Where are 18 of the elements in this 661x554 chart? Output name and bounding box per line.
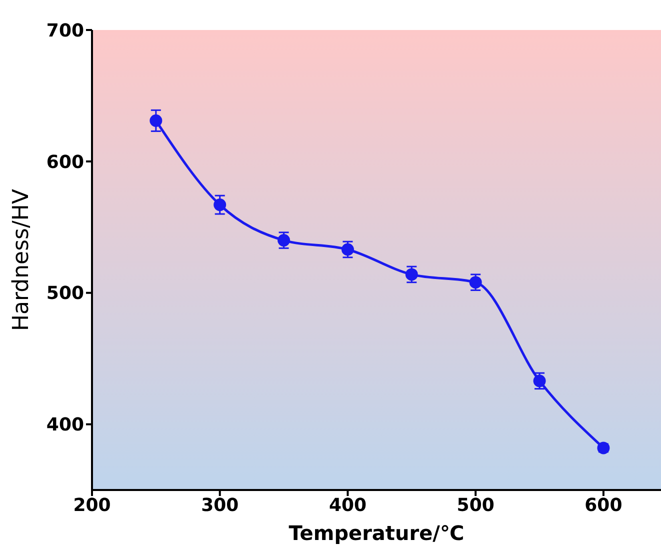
y-tick-label: 400 (46, 414, 84, 436)
x-tick-label: 500 (456, 494, 494, 516)
point (341, 243, 354, 256)
x-tick-label: 200 (73, 494, 111, 516)
point (278, 234, 290, 247)
point (405, 268, 418, 281)
point (533, 374, 546, 388)
y-tick-label: 700 (46, 20, 84, 42)
x-axis-title: Temperature/℃ (288, 521, 464, 545)
y-tick-label: 500 (46, 283, 84, 304)
x-tick-label: 600 (584, 494, 622, 516)
point (214, 198, 226, 212)
y-axis-title: Hardness/HV (8, 188, 34, 332)
y-tick-label: 600 (46, 152, 84, 173)
x-tick-label: 400 (328, 494, 367, 516)
point (150, 114, 162, 127)
point (469, 276, 482, 289)
x-tick-label: 300 (201, 494, 239, 516)
